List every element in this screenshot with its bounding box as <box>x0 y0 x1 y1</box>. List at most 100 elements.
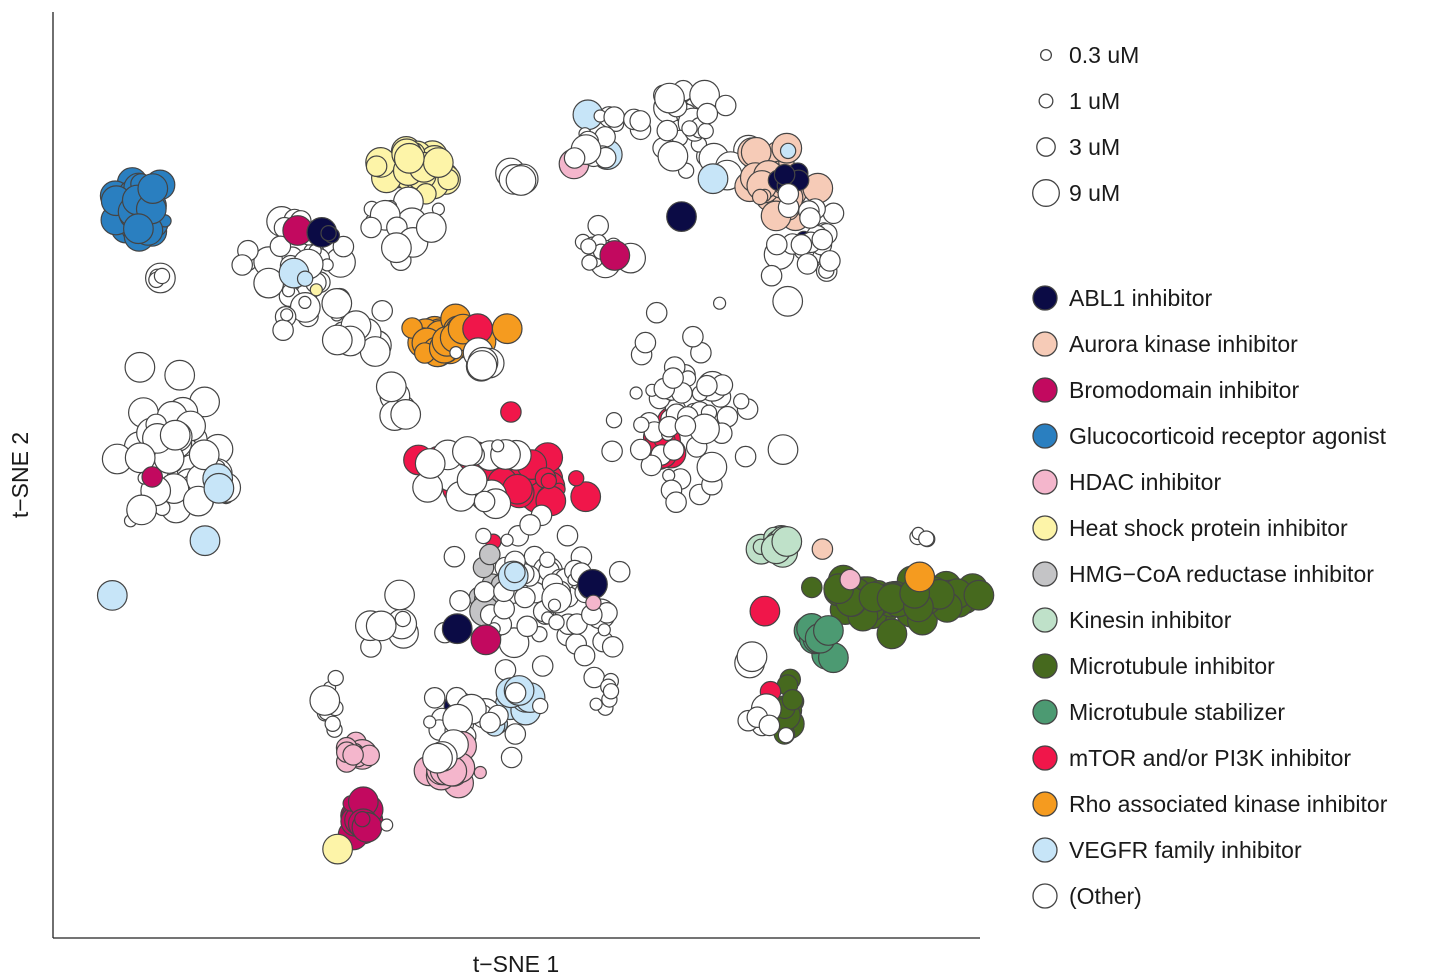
point-other <box>819 250 841 272</box>
point-other <box>321 288 353 319</box>
point-other <box>473 490 496 513</box>
point-other <box>519 513 541 536</box>
point-other <box>124 442 156 474</box>
point-vegfr-family-inhibitor <box>779 142 797 160</box>
size-legend-label: 1 uM <box>1069 88 1120 114</box>
point-other <box>654 82 685 114</box>
point-other <box>589 697 603 711</box>
point-hdac-inhibitor <box>585 594 602 612</box>
point-glucocorticoid-receptor-agonist <box>122 213 154 245</box>
point-other <box>442 703 474 735</box>
class-legend: ABL1 inhibitor Aurora kinase inhibitor Bro… <box>1032 285 1388 909</box>
legend-label-hmg-coa-reductase-inhibitor: HMG−CoA reductase inhibitor <box>1069 561 1374 587</box>
legend-label-hdac-inhibitor: HDAC inhibitor <box>1069 469 1221 495</box>
legend-label-rho-associated-kinase-inhibitor: Rho associated kinase inhibitor <box>1069 791 1388 817</box>
point-other <box>548 614 565 631</box>
point-other <box>532 697 549 715</box>
point-other <box>159 419 191 451</box>
point-other <box>164 359 196 391</box>
point-other <box>696 451 728 483</box>
point-other <box>681 120 698 137</box>
point-mtor-and-or-pi3k-inhibitor <box>540 472 558 490</box>
point-other <box>280 308 294 322</box>
point-other <box>665 491 687 513</box>
point-heat-shock-protein-inhibitor <box>393 142 425 174</box>
point-other <box>674 415 697 437</box>
point-bromodomain-inhibitor <box>599 240 631 271</box>
point-other <box>597 623 611 637</box>
legend-marker-hmg-coa-reductase-inhibitor <box>1032 561 1058 587</box>
point-other <box>602 683 620 700</box>
x-axis-title: t−SNE 1 <box>473 951 559 976</box>
size-legend-label: 9 uM <box>1069 180 1120 206</box>
point-other <box>760 264 783 287</box>
point-hdac-inhibitor <box>342 744 364 766</box>
point-other <box>608 560 631 583</box>
point-other <box>656 119 679 142</box>
point-other <box>539 551 556 569</box>
point-other <box>634 331 657 354</box>
point-other <box>772 285 804 317</box>
point-other <box>309 685 341 716</box>
point-rho-associated-kinase-inhibitor <box>904 561 936 593</box>
point-other <box>360 216 382 239</box>
point-mtor-and-or-pi3k-inhibitor <box>500 401 522 423</box>
point-heat-shock-protein-inhibitor <box>365 155 388 177</box>
point-other <box>662 439 685 461</box>
size-legend-marker <box>1036 137 1056 157</box>
data-points <box>96 79 995 865</box>
axes <box>52 12 980 939</box>
point-vegfr-family-inhibitor <box>504 561 526 584</box>
point-other <box>603 106 625 128</box>
point-abl1-inhibitor <box>320 224 337 242</box>
point-other <box>811 228 834 251</box>
point-other <box>500 533 514 547</box>
point-other <box>790 234 813 256</box>
point-other <box>573 644 596 667</box>
point-hdac-inhibitor <box>839 568 861 591</box>
point-other <box>777 727 795 744</box>
point-bromodomain-inhibitor <box>470 624 502 656</box>
size-legend: 0.3 uM 1 uM 3 uM 9 uM <box>1032 42 1139 207</box>
point-heat-shock-protein-inhibitor <box>422 147 454 179</box>
point-vegfr-family-inhibitor <box>96 580 128 611</box>
point-other <box>733 393 750 410</box>
legend-label-mtor-and-or-pi3k-inhibitor: mTOR and/or PI3K inhibitor <box>1069 745 1351 771</box>
point-other <box>298 295 312 309</box>
point-other <box>712 296 727 310</box>
point-other <box>269 235 292 258</box>
point-rho-associated-kinase-inhibitor <box>491 313 523 345</box>
point-other <box>449 346 463 360</box>
point-other <box>765 233 788 256</box>
legend-marker-microtubule-inhibitor <box>1032 653 1058 679</box>
point-other <box>456 464 488 496</box>
point-other <box>714 94 737 117</box>
point-other <box>556 524 579 547</box>
point-other <box>272 319 294 341</box>
point-microtubule-stabilizer <box>813 615 844 646</box>
point-bromodomain-inhibitor <box>141 466 163 488</box>
point-other <box>514 586 536 609</box>
point-other <box>657 140 689 172</box>
point-other <box>580 238 597 255</box>
point-hdac-inhibitor <box>473 765 487 780</box>
point-abl1-inhibitor <box>666 201 697 233</box>
point-heat-shock-protein-inhibitor <box>322 833 354 865</box>
point-other <box>422 742 453 774</box>
point-other <box>629 110 651 132</box>
point-other <box>504 681 527 704</box>
point-vegfr-family-inhibitor <box>189 525 221 557</box>
legend-label-kinesin-inhibitor: Kinesin inhibitor <box>1069 607 1232 633</box>
point-other <box>696 374 718 397</box>
legend-label-bromodomain-inhibitor: Bromodomain inhibitor <box>1069 377 1299 403</box>
point-other <box>734 445 757 468</box>
point-other <box>452 436 483 467</box>
point-other <box>188 439 220 471</box>
legend-marker-microtubule-stabilizer <box>1032 699 1058 725</box>
legend-marker-vegfr-family-inhibitor <box>1032 837 1058 863</box>
point-other <box>443 545 466 568</box>
point-other <box>423 686 446 709</box>
point-other <box>601 440 623 463</box>
point-other <box>466 350 498 381</box>
point-other <box>394 610 412 628</box>
